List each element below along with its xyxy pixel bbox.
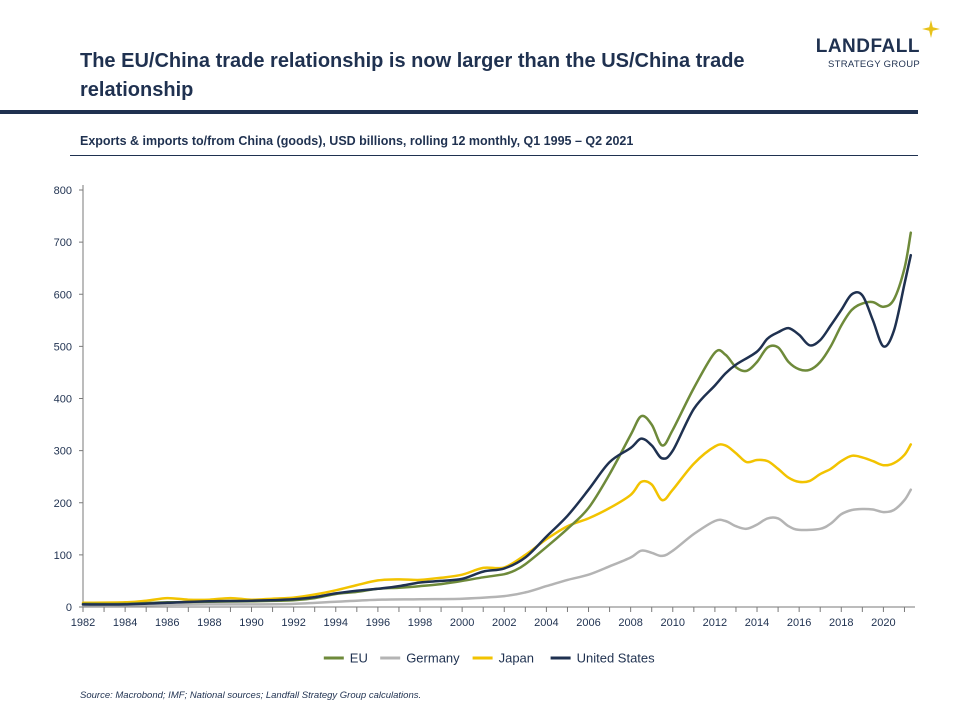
x-tick-label: 1994 (324, 617, 348, 629)
logo-name: LANDFALL (815, 36, 920, 57)
page-title: The EU/China trade relationship is now l… (80, 50, 745, 101)
y-tick-label: 500 (54, 341, 72, 353)
y-tick-label: 0 (66, 602, 72, 614)
x-tick-label: 1998 (408, 617, 432, 629)
y-tick-label: 100 (54, 550, 72, 562)
y-tick-label: 400 (54, 394, 72, 406)
x-tick-label: 1986 (155, 617, 179, 629)
x-tick-label: 2016 (787, 617, 811, 629)
x-tick-label: 2020 (871, 617, 895, 629)
series-line-united-states (81, 253, 913, 606)
line-chart: 0 100 200 300 400 500 600 700 800 1982 1984 1986 198… (54, 185, 915, 666)
x-tick-label: 2002 (492, 617, 516, 629)
x-tick-label: 2014 (745, 617, 769, 629)
x-tick-label: 1992 (281, 617, 305, 629)
x-tick-label: 1984 (113, 617, 137, 629)
y-tick-label: 300 (54, 446, 72, 458)
subtitle-divider (70, 155, 918, 156)
x-tick-label: 2018 (829, 617, 853, 629)
x-tick-label: 1982 (71, 617, 95, 629)
chart-subtitle: Exports & imports to/from China (goods),… (80, 134, 634, 148)
x-tick-label: 2008 (618, 617, 642, 629)
x-tick-label: 2010 (661, 617, 685, 629)
series-line-japan (81, 443, 913, 605)
y-tick-label: 800 (54, 185, 72, 197)
sparkle-star-icon (922, 20, 940, 38)
x-tick-label: 1990 (239, 617, 263, 629)
legend-label-germany: Germany (406, 651, 460, 666)
source-note: Source: Macrobond; IMF; National sources… (80, 690, 422, 701)
x-tick-label: 2004 (534, 617, 558, 629)
series-line-germany (81, 488, 913, 607)
header-divider (0, 110, 918, 114)
y-tick-label: 700 (54, 237, 72, 249)
logo-subtitle: STRATEGY GROUP (827, 59, 920, 70)
x-tick-label: 2012 (703, 617, 727, 629)
x-tick-label: 2000 (450, 617, 474, 629)
legend-label-japan: Japan (499, 651, 534, 666)
y-tick-label: 600 (54, 289, 72, 301)
y-tick-label: 200 (54, 498, 72, 510)
landfall-logo: LANDFALL STRATEGY GROUP (816, 20, 940, 82)
x-tick-label: 1988 (197, 617, 221, 629)
legend-label-eu: EU (350, 651, 368, 666)
x-tick-label: 1996 (366, 617, 390, 629)
series-line-eu (81, 231, 913, 606)
legend-label-united-states: United States (577, 651, 656, 666)
x-tick-label: 2006 (576, 617, 600, 629)
